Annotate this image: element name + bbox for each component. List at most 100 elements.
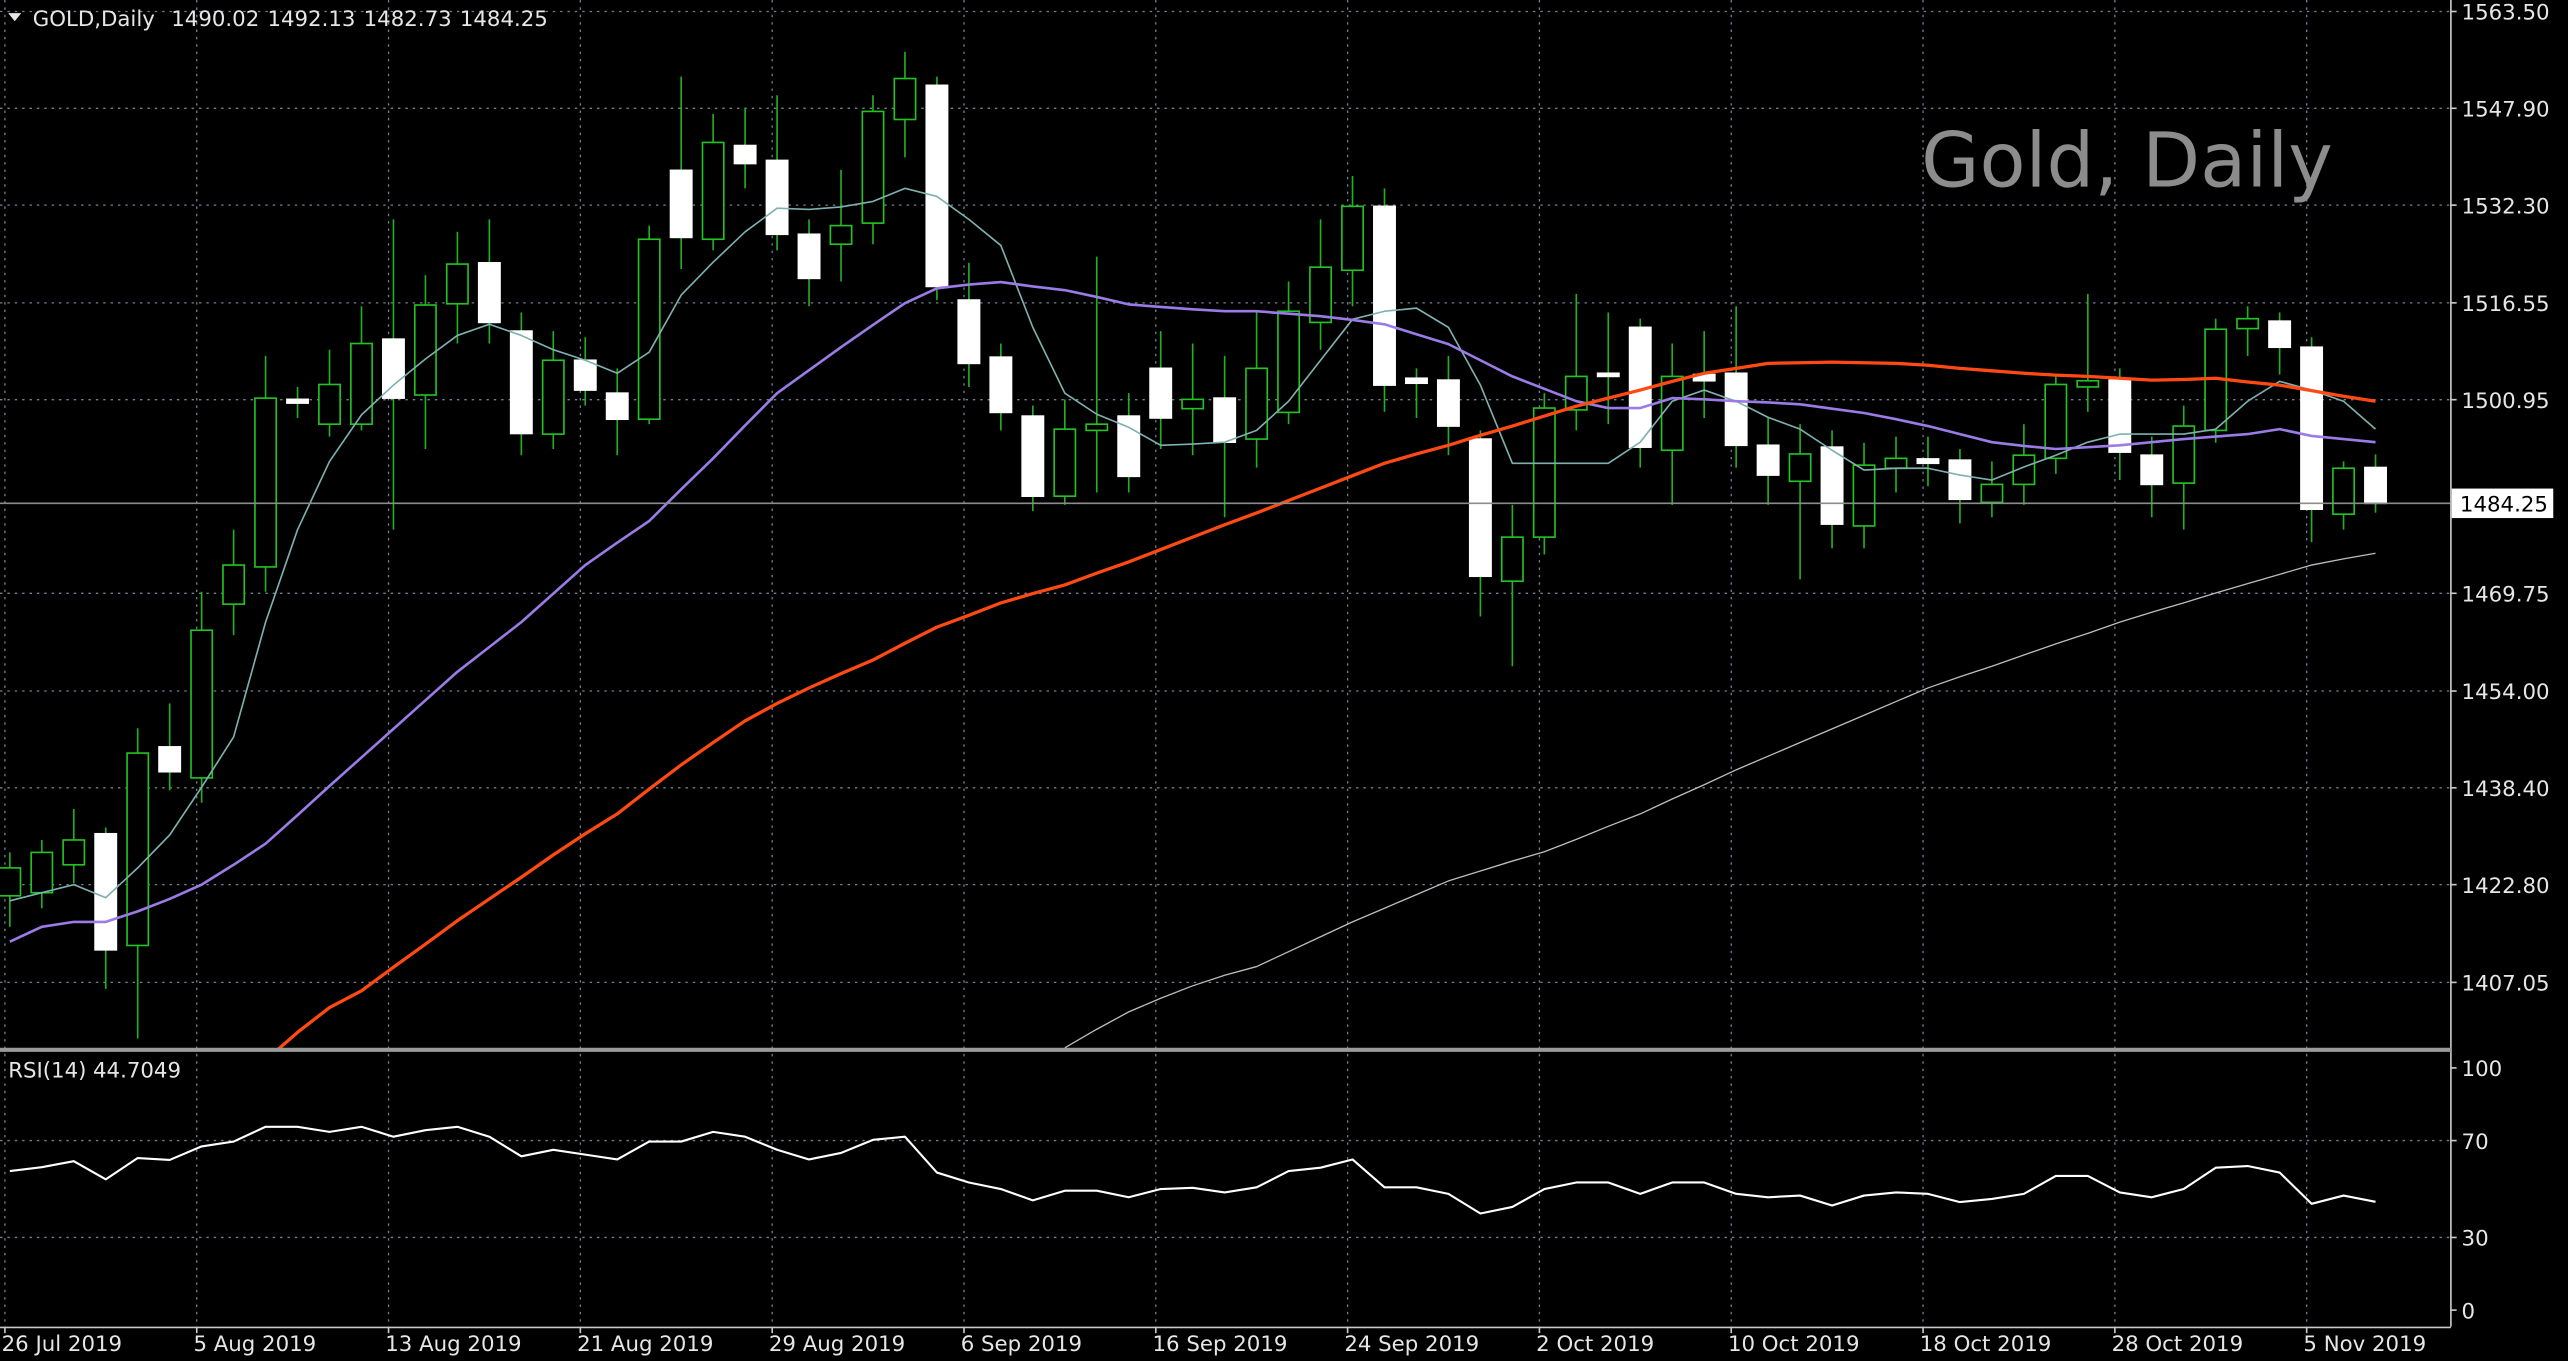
moving-average-line	[9, 187, 2377, 902]
y-tick-label: 1516.55	[2462, 292, 2550, 317]
candle-body	[381, 338, 405, 399]
candle-body	[286, 398, 310, 404]
y-tick-label: 1422.80	[2462, 874, 2550, 899]
candle-body	[893, 77, 917, 121]
candle-body	[1852, 464, 1876, 527]
candle-body	[254, 397, 278, 568]
indicator-value: 44.7049	[93, 1059, 181, 1084]
candle-body	[1181, 398, 1205, 410]
axes	[0, 0, 2452, 1329]
x-tick-label: 5 Nov 2019	[2303, 1332, 2426, 1357]
candle-body	[1884, 457, 1908, 470]
candle-body	[1309, 266, 1333, 324]
candle-body	[829, 224, 853, 246]
y-tick-label: 1500.95	[2462, 389, 2550, 414]
indicator-tick-label: 100	[2462, 1057, 2503, 1082]
candle-body	[1756, 444, 1780, 476]
menu-arrow-icon[interactable]	[8, 13, 22, 22]
close-price: 1484.25	[460, 7, 548, 32]
rsi-panel	[9, 1125, 2376, 1215]
x-tick-label: 18 Oct 2019	[1920, 1332, 2052, 1357]
indicator-tick-label: 0	[2462, 1299, 2476, 1324]
x-tick-label: 5 Aug 2019	[193, 1332, 316, 1357]
candle-body	[1053, 428, 1077, 497]
candle-body	[2108, 379, 2132, 453]
candle-body	[1373, 205, 1396, 386]
chart-header: GOLD,Daily 1490.02 1492.13 1482.73 1484.25	[33, 7, 548, 32]
candle-body	[925, 84, 949, 288]
y-tick-label: 1547.90	[2462, 97, 2550, 122]
candle-body	[1916, 458, 1940, 465]
candle-body	[1245, 367, 1269, 440]
candle-body	[1660, 375, 1684, 452]
candle-body	[669, 169, 693, 239]
candle-body	[1085, 423, 1109, 432]
current-price-box	[2451, 488, 2554, 519]
open-price: 1490.02	[171, 7, 259, 32]
candle-body	[222, 564, 246, 605]
candle-body	[733, 144, 757, 165]
candle-body	[957, 299, 981, 365]
candle-body	[1532, 407, 1556, 538]
y-tick-label: 1407.05	[2462, 972, 2550, 997]
candle-body	[477, 262, 501, 324]
x-tick-label: 16 Sep 2019	[1153, 1332, 1288, 1357]
candle-body	[1468, 438, 1492, 578]
candle-body	[2044, 383, 2068, 460]
x-tick-label: 24 Sep 2019	[1344, 1332, 1479, 1357]
candle-body	[413, 304, 437, 396]
candle-body	[2300, 346, 2324, 511]
y-tick-label: 1438.40	[2462, 777, 2550, 802]
candle-body	[1500, 536, 1524, 583]
high-price: 1492.13	[267, 7, 355, 32]
candle-body	[1341, 205, 1364, 272]
candle-body	[2268, 320, 2292, 349]
candle-body	[1788, 453, 1812, 483]
x-tick-label: 2 Oct 2019	[1536, 1332, 1654, 1357]
moving-average-line	[276, 360, 2376, 1049]
rsi-line	[9, 1125, 2376, 1215]
candle-body	[2364, 466, 2387, 505]
candle-body	[701, 141, 725, 241]
candle-body	[765, 159, 789, 236]
candle-body	[541, 359, 565, 435]
candle-body	[2140, 454, 2164, 486]
candle-body	[1277, 310, 1301, 414]
indicator-label: RSI(14)	[8, 1059, 86, 1084]
candle-body	[1820, 446, 1844, 525]
candle-body	[2236, 317, 2260, 330]
symbol: GOLD,Daily	[33, 7, 155, 32]
candle-body	[62, 839, 86, 866]
y-tick-label: 1454.00	[2462, 680, 2550, 705]
indicator-tick-label: 30	[2462, 1227, 2489, 1252]
price-panel	[0, 51, 2451, 1049]
y-tick-label: 1469.75	[2462, 582, 2550, 607]
watermark-title: Gold, Daily	[1921, 117, 2333, 205]
candle-body	[1980, 483, 2004, 504]
candle-body	[350, 342, 373, 425]
candle-body	[1436, 379, 1460, 427]
candle-body	[2076, 379, 2100, 388]
moving-average-line	[9, 280, 2376, 943]
candle-body	[445, 263, 469, 305]
candle-body	[1021, 415, 1045, 497]
candle-body	[573, 359, 597, 391]
candle-body	[1948, 459, 1972, 501]
candle-body	[158, 746, 182, 773]
y-tick-label: 1532.30	[2462, 194, 2550, 219]
x-tick-label: 29 Aug 2019	[769, 1332, 905, 1357]
candle-body	[190, 629, 214, 779]
candle-body	[797, 233, 821, 280]
candle-body	[1724, 372, 1748, 447]
x-tick-label: 10 Oct 2019	[1728, 1332, 1860, 1357]
candle-body	[1117, 415, 1141, 478]
x-tick-label: 21 Aug 2019	[577, 1332, 713, 1357]
indicator-header: RSI(14) 44.7049	[8, 1059, 181, 1084]
candle-body	[318, 383, 341, 425]
candle-body	[1213, 397, 1237, 443]
candle-body	[126, 752, 150, 947]
candle-body	[2012, 454, 2036, 486]
